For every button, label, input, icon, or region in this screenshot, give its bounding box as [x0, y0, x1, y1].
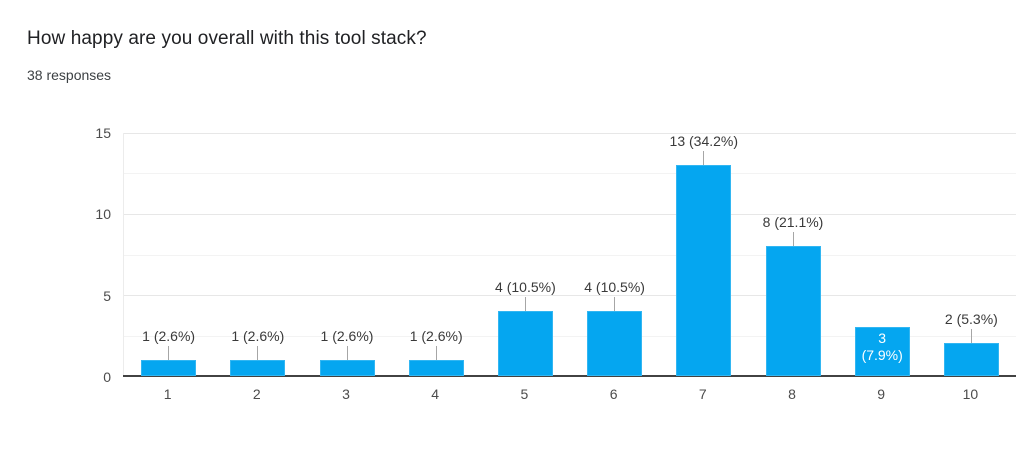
label-connector-line — [524, 296, 526, 311]
label-connector-line — [703, 150, 705, 165]
label-connector-line — [257, 345, 259, 360]
gridline-major — [124, 213, 1016, 215]
plot-area: 1 (2.6%) 1 (2.6%) 1 (2.6%) 1 (2.6%) 4 (10.5%… — [123, 132, 1016, 377]
label-connector-line — [970, 329, 972, 344]
label-connector-line — [435, 345, 437, 360]
gridline-major — [124, 132, 1016, 134]
bar-value-label: 1 (2.6%) — [320, 327, 374, 344]
bar-value-label: 13 (34.2%) — [669, 132, 739, 149]
bar-value-label: 4 (10.5%) — [495, 278, 556, 295]
y-tick-label: 0 — [103, 369, 111, 385]
label-connector-line — [792, 231, 794, 246]
gridline-minor — [124, 173, 1016, 175]
bar-value-label-line: (7.9%) — [861, 347, 903, 364]
label-connector-line — [614, 296, 616, 311]
y-axis-labels: 0 5 10 15 — [0, 125, 111, 385]
bar-value-label: 2 (5.3%) — [944, 311, 998, 328]
bar — [587, 310, 643, 376]
bar — [230, 359, 286, 376]
bar-value-label: 3 (7.9%) — [855, 330, 910, 364]
x-tick-label: 2 — [252, 386, 261, 402]
y-tick-label: 10 — [95, 206, 111, 223]
bar-value-label: 4 (10.5%) — [584, 278, 645, 295]
x-axis-line — [123, 375, 1016, 377]
gridline-minor — [124, 335, 1016, 337]
y-tick-label: 5 — [103, 287, 111, 304]
x-tick-label: 1 — [163, 386, 172, 402]
x-tick-label: 10 — [962, 386, 979, 402]
bar — [765, 245, 821, 376]
bar-value-label: 8 (21.1%) — [762, 213, 824, 230]
x-axis-labels: 1 2 3 4 5 6 7 8 9 10 — [123, 386, 1015, 406]
bar — [141, 359, 197, 376]
bar-value-label-line: 3 — [878, 330, 887, 347]
label-connector-line — [168, 345, 170, 360]
bar-value-label: 1 (2.6%) — [142, 327, 196, 344]
x-tick-label: 8 — [788, 386, 796, 402]
bar — [854, 327, 910, 376]
gridline-major — [124, 295, 1016, 297]
bar — [943, 343, 999, 376]
bar-value-label: 1 (2.6%) — [231, 327, 285, 344]
gridline-minor — [124, 254, 1016, 256]
bar — [497, 310, 553, 376]
x-tick-label: 3 — [342, 386, 350, 402]
bar — [319, 359, 375, 376]
x-tick-label: 7 — [698, 386, 707, 402]
x-tick-label: 9 — [877, 386, 886, 402]
x-tick-label: 6 — [609, 386, 618, 402]
y-tick-label: 15 — [95, 125, 111, 141]
bar-value-label: 1 (2.6%) — [409, 327, 463, 344]
question-title: How happy are you overall with this tool… — [27, 28, 427, 49]
x-tick-label: 5 — [520, 386, 529, 402]
x-tick-label: 4 — [431, 386, 440, 402]
label-connector-line — [346, 345, 348, 360]
bar — [408, 359, 464, 376]
bar — [676, 164, 732, 376]
response-count: 38 responses — [27, 67, 112, 83]
